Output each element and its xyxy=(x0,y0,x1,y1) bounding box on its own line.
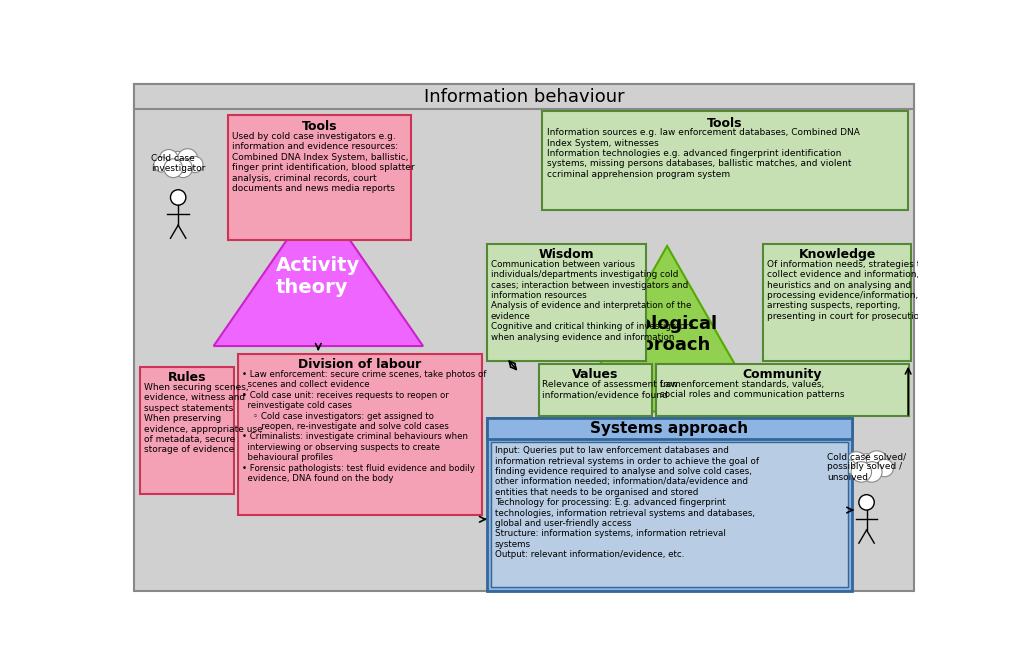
Text: When securing scenes,
evidence, witness and
suspect statements
When preserving
e: When securing scenes, evidence, witness … xyxy=(143,383,262,454)
Circle shape xyxy=(153,157,169,172)
Circle shape xyxy=(166,151,190,176)
FancyBboxPatch shape xyxy=(134,84,915,591)
Text: Input: Queries put to law enforcement databases and
information retrieval system: Input: Queries put to law enforcement da… xyxy=(495,446,759,559)
Circle shape xyxy=(865,451,888,473)
Circle shape xyxy=(174,159,192,178)
Text: Cold case solved/
possibly solved /
unsolved: Cold case solved/ possibly solved / unso… xyxy=(827,452,906,482)
Text: Tools: Tools xyxy=(302,121,338,133)
Circle shape xyxy=(861,462,882,482)
Circle shape xyxy=(177,149,197,170)
FancyBboxPatch shape xyxy=(538,364,653,416)
Text: Of information needs, strategies to
collect evidence and information,
heuristics: Of information needs, strategies to coll… xyxy=(767,260,926,321)
FancyBboxPatch shape xyxy=(542,111,908,210)
Circle shape xyxy=(851,462,872,482)
Text: Community: Community xyxy=(743,369,822,381)
Text: Communication between various
individuals/departments investigating cold
cases; : Communication between various individual… xyxy=(491,260,694,342)
FancyBboxPatch shape xyxy=(657,364,908,416)
Circle shape xyxy=(164,159,183,178)
Circle shape xyxy=(171,190,186,205)
FancyBboxPatch shape xyxy=(487,417,852,440)
Text: Rules: Rules xyxy=(168,371,207,385)
Text: Activity
theory: Activity theory xyxy=(276,256,360,297)
Polygon shape xyxy=(214,194,424,346)
FancyBboxPatch shape xyxy=(487,244,647,360)
Text: Knowledge: Knowledge xyxy=(799,249,876,261)
Text: Systems approach: Systems approach xyxy=(590,421,749,436)
Text: • Law enforcement: secure crime scenes, take photos of
  scenes and collect evid: • Law enforcement: secure crime scenes, … xyxy=(242,370,487,483)
FancyBboxPatch shape xyxy=(491,442,848,587)
Circle shape xyxy=(859,494,875,510)
Circle shape xyxy=(846,452,866,472)
Text: Information sources e.g. law enforcement databases, Combined DNA
Index System, w: Information sources e.g. law enforcement… xyxy=(547,128,860,179)
Circle shape xyxy=(876,459,893,477)
Text: Values: Values xyxy=(572,369,619,381)
Circle shape xyxy=(853,454,880,480)
FancyBboxPatch shape xyxy=(134,84,915,109)
Circle shape xyxy=(840,460,856,476)
FancyBboxPatch shape xyxy=(238,354,482,515)
Circle shape xyxy=(160,149,178,168)
Text: Relevance of assessment from
information/evidence found: Relevance of assessment from information… xyxy=(542,380,681,399)
Polygon shape xyxy=(573,246,762,411)
FancyBboxPatch shape xyxy=(763,244,911,360)
FancyBboxPatch shape xyxy=(487,417,852,591)
Text: Law enforcement standards, values,
social roles and communication patterns: Law enforcement standards, values, socia… xyxy=(660,380,845,399)
FancyBboxPatch shape xyxy=(228,115,411,240)
Text: Information behaviour: Information behaviour xyxy=(424,88,624,106)
Text: Division of labour: Division of labour xyxy=(299,358,421,371)
Text: Wisdom: Wisdom xyxy=(538,249,594,261)
Text: Tools: Tools xyxy=(707,117,743,129)
Text: Ecological
approach: Ecological approach xyxy=(617,315,718,354)
Circle shape xyxy=(187,156,203,173)
Text: Used by cold case investigators e.g.
information and evidence resources:
Combine: Used by cold case investigators e.g. inf… xyxy=(232,132,414,193)
Text: Cold case
investigator: Cold case investigator xyxy=(151,154,206,174)
FancyBboxPatch shape xyxy=(140,367,234,494)
